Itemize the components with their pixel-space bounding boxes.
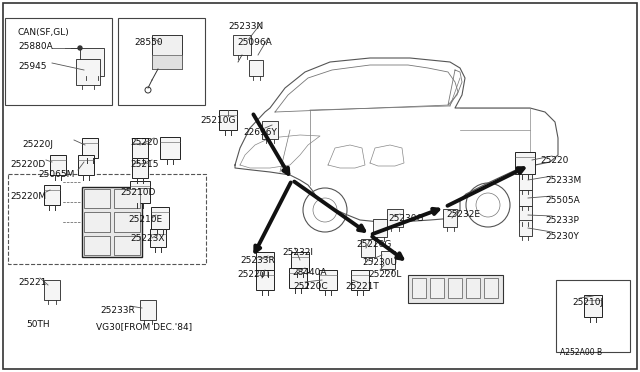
Text: 25220: 25220: [130, 138, 158, 147]
Bar: [515, 152, 535, 174]
Circle shape: [78, 46, 82, 50]
Text: 25210G: 25210G: [200, 116, 236, 125]
Bar: [518, 220, 531, 236]
Bar: [412, 278, 426, 298]
Bar: [132, 138, 148, 158]
Bar: [518, 174, 531, 190]
Text: 25223X: 25223X: [130, 234, 164, 243]
Text: 25233M: 25233M: [545, 176, 581, 185]
Text: 25210J: 25210J: [572, 298, 603, 307]
Bar: [118, 18, 205, 105]
Bar: [82, 138, 98, 158]
Text: 25220C: 25220C: [293, 282, 328, 291]
Text: 25215: 25215: [130, 160, 159, 169]
Text: 25210D: 25210D: [120, 188, 156, 197]
Bar: [50, 155, 66, 175]
Bar: [150, 229, 166, 247]
Bar: [130, 181, 150, 203]
Text: A252A00 B: A252A00 B: [560, 348, 602, 357]
Bar: [84, 236, 110, 255]
Text: 25233R: 25233R: [240, 256, 275, 265]
Text: 28550: 28550: [134, 38, 163, 47]
Text: 25096A: 25096A: [237, 38, 272, 47]
Text: 25220G: 25220G: [356, 240, 392, 249]
Bar: [160, 137, 180, 159]
Bar: [484, 278, 498, 298]
Text: 25221T: 25221T: [345, 282, 379, 291]
Bar: [249, 60, 263, 76]
Bar: [82, 187, 142, 257]
Text: 25210E: 25210E: [128, 215, 162, 224]
Text: 22696Y: 22696Y: [243, 128, 277, 137]
Bar: [140, 300, 156, 320]
Bar: [373, 219, 387, 237]
Text: 25233R: 25233R: [100, 306, 135, 315]
Bar: [84, 212, 110, 232]
Text: CAN(SF,GL): CAN(SF,GL): [18, 28, 70, 37]
Bar: [351, 270, 369, 290]
Bar: [84, 189, 110, 208]
Text: 28440A: 28440A: [292, 268, 326, 277]
Bar: [132, 158, 148, 178]
Bar: [381, 251, 395, 269]
Bar: [430, 278, 444, 298]
Bar: [219, 110, 237, 130]
Bar: [256, 252, 274, 272]
Text: 25220D: 25220D: [10, 160, 45, 169]
Bar: [114, 212, 140, 232]
Bar: [556, 280, 630, 352]
Text: 25945: 25945: [18, 62, 47, 71]
Bar: [114, 236, 140, 255]
Bar: [44, 280, 60, 300]
Text: 25880A: 25880A: [18, 42, 52, 51]
Bar: [8, 174, 206, 264]
Bar: [44, 185, 60, 205]
Bar: [152, 35, 182, 69]
Bar: [319, 270, 337, 290]
Text: 25220L: 25220L: [368, 270, 401, 279]
Text: 25233P: 25233P: [545, 216, 579, 225]
Bar: [256, 270, 274, 290]
Bar: [387, 209, 403, 227]
Text: 25233N: 25233N: [228, 22, 263, 31]
Bar: [584, 295, 602, 317]
Bar: [76, 59, 100, 85]
Text: 50TH: 50TH: [26, 320, 50, 329]
Bar: [291, 252, 309, 272]
Text: 25232E: 25232E: [446, 210, 480, 219]
Text: 25220T: 25220T: [237, 270, 271, 279]
Text: 25220J: 25220J: [22, 140, 53, 149]
Bar: [408, 275, 503, 303]
Text: 25230Y: 25230Y: [545, 232, 579, 241]
Bar: [5, 18, 112, 105]
Bar: [80, 48, 104, 76]
Bar: [78, 155, 94, 175]
Text: 25232I: 25232I: [282, 248, 313, 257]
Bar: [233, 35, 251, 55]
Bar: [518, 190, 531, 206]
Text: 25230G: 25230G: [388, 214, 424, 223]
Text: 25221: 25221: [18, 278, 46, 287]
Text: 25065M: 25065M: [38, 170, 74, 179]
Text: 25505A: 25505A: [545, 196, 580, 205]
Bar: [448, 278, 462, 298]
Bar: [466, 278, 480, 298]
Bar: [361, 239, 375, 257]
Bar: [262, 121, 278, 139]
Text: 25220: 25220: [540, 156, 568, 165]
Bar: [289, 268, 307, 288]
Text: 25230U: 25230U: [362, 258, 397, 267]
Bar: [518, 206, 531, 222]
Bar: [152, 55, 182, 69]
Text: VG30[FROM DEC.'84]: VG30[FROM DEC.'84]: [96, 322, 192, 331]
Text: 25220M: 25220M: [10, 192, 46, 201]
Bar: [443, 209, 457, 227]
Bar: [151, 207, 169, 229]
Bar: [114, 189, 140, 208]
